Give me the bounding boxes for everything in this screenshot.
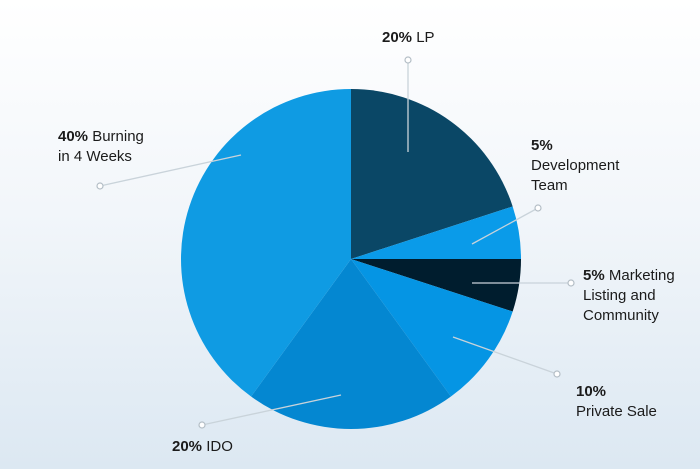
slice-percent: 5% bbox=[531, 137, 553, 154]
slice-label-2: 5% Marketing Listing and Community bbox=[583, 266, 675, 326]
slice-percent: 5% bbox=[583, 267, 605, 284]
pie-slice-0 bbox=[351, 89, 513, 259]
pie-slices bbox=[181, 89, 521, 430]
pie-slice-1 bbox=[351, 206, 521, 259]
slice-label-0: 20% LP bbox=[382, 28, 435, 48]
leader-dot-5 bbox=[96, 182, 104, 190]
pie-slice-2 bbox=[351, 259, 521, 312]
slice-label-line: in 4 Weeks bbox=[58, 148, 132, 165]
pie-slice-5 bbox=[181, 89, 351, 397]
slice-label-line: Private Sale bbox=[576, 403, 657, 420]
leader-dot-3 bbox=[553, 370, 561, 378]
leader-line-3 bbox=[452, 336, 558, 375]
leader-line-1 bbox=[471, 207, 539, 245]
leader-dot-1 bbox=[534, 204, 542, 212]
slice-label-line: Listing and bbox=[583, 287, 656, 304]
slice-percent: 20% bbox=[382, 29, 413, 46]
slice-label-4: 20% IDO bbox=[172, 437, 233, 457]
slice-label-line: 5% Marketing bbox=[583, 267, 675, 284]
pie-slice-3 bbox=[351, 259, 513, 397]
slice-label-line: Development bbox=[531, 157, 620, 174]
leader-lines bbox=[96, 56, 575, 429]
slice-percent: 40% bbox=[58, 128, 89, 145]
leader-line-5 bbox=[99, 154, 242, 187]
slice-label-1: 5% Development Team bbox=[531, 136, 619, 196]
slice-percent: 10% bbox=[576, 383, 607, 400]
pie-slice-4 bbox=[251, 259, 451, 430]
slice-label-line: 20% IDO bbox=[172, 438, 233, 455]
slice-label-line: Team bbox=[531, 177, 568, 194]
slice-label-line: 10% bbox=[576, 382, 657, 402]
slice-label-5: 40% Burning in 4 Weeks bbox=[58, 127, 144, 167]
leader-dot-4 bbox=[198, 421, 206, 429]
slice-label-3: 10% Private Sale bbox=[576, 382, 657, 422]
leader-dot-0 bbox=[404, 56, 412, 64]
slice-label-line: 5% bbox=[531, 136, 619, 156]
leader-line-4 bbox=[201, 394, 342, 426]
leader-dot-2 bbox=[567, 279, 575, 287]
slice-percent: 20% bbox=[172, 438, 203, 455]
slice-label-line: Community bbox=[583, 307, 659, 324]
slice-label-line: 40% Burning bbox=[58, 128, 144, 145]
slice-label-line: 20% LP bbox=[382, 29, 435, 46]
